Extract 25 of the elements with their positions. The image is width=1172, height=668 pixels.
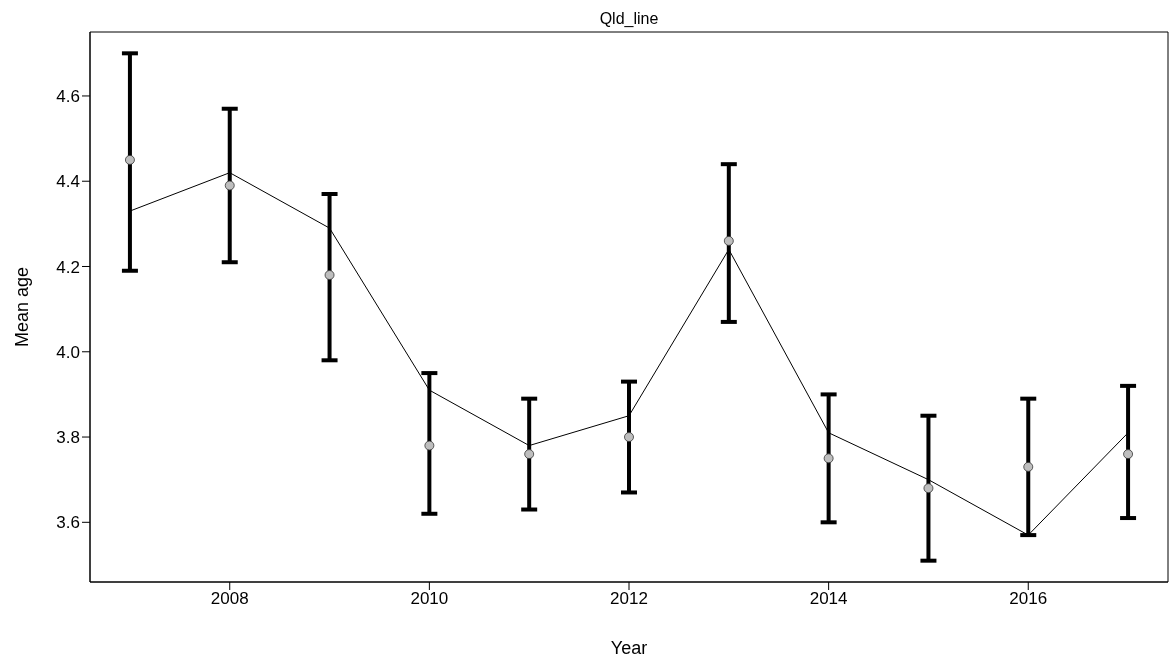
y-axis-title: Mean age [12, 266, 33, 348]
point [424, 440, 435, 451]
y-tick-label: 4.0 [56, 342, 80, 362]
point [224, 180, 235, 191]
y-tick-label: 4.6 [56, 86, 80, 106]
y-tick-label: 4.2 [56, 257, 80, 277]
y-tick-label: 3.8 [56, 428, 80, 448]
y-tick-label: 4.4 [56, 172, 80, 192]
point [823, 453, 834, 464]
point [1123, 449, 1133, 459]
x-tick-label: 2008 [210, 589, 249, 609]
chart-title: Qld_line [598, 10, 660, 28]
x-axis-title: Year [610, 638, 648, 658]
point [125, 155, 135, 165]
point [723, 236, 734, 246]
x-tick-label: 2016 [1009, 589, 1048, 609]
point [624, 432, 634, 442]
point [324, 270, 335, 280]
x-tick-label: 2012 [610, 589, 648, 609]
point [923, 483, 934, 494]
x-tick-label: 2014 [809, 589, 848, 609]
x-tick-label: 2010 [410, 589, 449, 609]
point [1023, 461, 1034, 472]
point [524, 449, 535, 459]
y-tick-label: 3.6 [56, 513, 80, 533]
